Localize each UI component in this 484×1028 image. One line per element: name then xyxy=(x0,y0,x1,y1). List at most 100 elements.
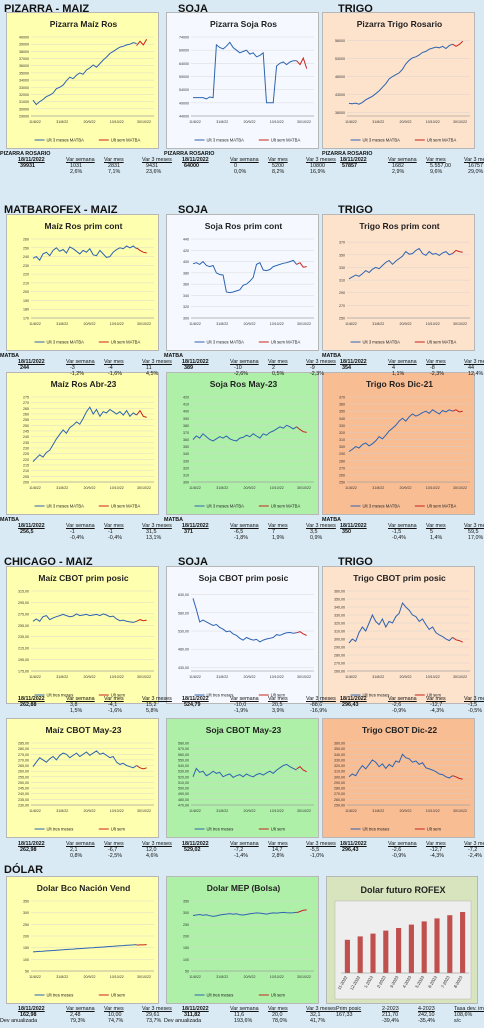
stats-header: Var mes xyxy=(426,359,446,365)
stats-header: Var semana xyxy=(388,523,417,529)
x-tick-label: 10/10/22 xyxy=(270,120,284,124)
y-tick-label: 265,00 xyxy=(18,764,29,768)
y-tick-label: 200 xyxy=(23,935,29,939)
legend-label-3m: Ult 3 meses MATBA xyxy=(363,138,401,143)
stats-value: -10 xyxy=(234,365,242,371)
legend-label-3m: Ult tres meses xyxy=(363,827,390,832)
stats-value: 1031 xyxy=(70,163,82,169)
x-tick-label: 11/8/22 xyxy=(345,486,357,490)
series-line-week xyxy=(296,631,307,636)
chart-svg-c4: Maíz Ros prim cont 170 180 190 200 210 220 230 2… xyxy=(23,221,154,345)
y-tick-label: 260,00 xyxy=(18,770,29,774)
x-tick-label: 30/10/22 xyxy=(137,975,151,979)
stats-pct: 7,1% xyxy=(108,169,121,175)
stats-value: 10800 xyxy=(310,163,325,169)
chart-title: Trigo Ros Dic-21 xyxy=(366,379,433,389)
y-tick-label: 255,00 xyxy=(18,624,29,628)
stats-pct: 16,9% xyxy=(310,169,326,175)
y-tick-label: 74000 xyxy=(179,36,189,40)
y-tick-label: 250,00 xyxy=(334,804,345,808)
series-line-week xyxy=(136,619,147,622)
stats-pct: -1,4% xyxy=(234,853,249,859)
series-line-week xyxy=(136,944,147,946)
chart-title: Soja Ros prim cont xyxy=(205,221,283,231)
stats-header: Var 3 meses xyxy=(306,157,336,163)
y-tick-label: 330 xyxy=(183,459,189,463)
stats-header: Var semana xyxy=(230,523,259,529)
stats-pct: -35,4% xyxy=(418,1018,436,1024)
stats-value: 108,6% xyxy=(454,1012,473,1018)
stats-pct: 78,0% xyxy=(272,1018,288,1024)
stats-value: 4 xyxy=(392,365,395,371)
stats-table-t11: 18/11/2022 Var semana Var mes Var 3 meses 52… xyxy=(164,696,336,718)
y-tick-label: 420 xyxy=(183,249,189,253)
legend-label-3m: Ult 3 meses MATBA xyxy=(47,504,85,509)
stats-header: Var semana xyxy=(230,696,259,702)
stats-value: 5200 xyxy=(272,163,284,169)
x-tick-label: 30/10/22 xyxy=(453,486,467,490)
y-tick-label: 570,00 xyxy=(178,747,189,751)
y-tick-label: 100 xyxy=(23,958,29,962)
stats-pct: -0,4% xyxy=(70,535,85,541)
stats-header: Var mes xyxy=(104,696,124,702)
y-tick-label: 340,00 xyxy=(334,606,345,610)
stats-header: 2-2023 xyxy=(382,1006,399,1012)
chart-svg-c15: Trigo CBOT Dic-22 250,00 260,00 270,00280,0… xyxy=(334,725,470,832)
y-tick-label: 58000 xyxy=(335,39,345,43)
legend-label-week: Ult sem xyxy=(111,993,126,998)
stats-value: 262,88 xyxy=(20,702,37,708)
stats-value: 16757 xyxy=(468,163,483,169)
legend-label-3m: Ult 3 meses MATBA xyxy=(363,340,401,345)
stats-value: 350 xyxy=(342,529,351,535)
legend-label-week: Ult sem MATBA xyxy=(427,138,457,143)
y-tick-label: 530,00 xyxy=(178,770,189,774)
stats-header: Var mes xyxy=(104,1006,124,1012)
x-tick-label: 20/9/22 xyxy=(244,120,256,124)
y-tick-label: 490,00 xyxy=(178,792,189,796)
bar xyxy=(447,915,453,973)
y-tick-label: 150 xyxy=(23,946,29,950)
y-tick-label: 350,00 xyxy=(334,598,345,602)
series-line-week xyxy=(136,38,148,46)
x-tick-label: 11/8/22 xyxy=(29,322,41,326)
stats-value: -10,0 xyxy=(234,702,247,708)
y-tick-label: 205 xyxy=(23,475,29,479)
stats-table-t3: PIZARRA ROSARIO 18/11/2022 Var semana Var m… xyxy=(322,151,484,175)
stats-pct-label: Dev anualizada xyxy=(164,1018,202,1024)
legend-label-week: Ult sem xyxy=(111,693,126,698)
chart-svg-c11: Soja CBOT prim posic 430,00 480,00 530,00 58… xyxy=(178,573,314,698)
bar xyxy=(396,928,402,973)
y-tick-label: 250 xyxy=(23,424,29,428)
chart-panel-c16: Dolar Bco Nación Vend 50 100 150 200 250 300 35… xyxy=(6,876,159,1004)
y-tick-label: 300 xyxy=(339,445,345,449)
stats-value: 2,48 xyxy=(70,1012,81,1018)
x-tick-label: 10/10/22 xyxy=(426,486,440,490)
stats-value: -12,7 xyxy=(430,847,443,853)
chart-panel-c4: Maíz Ros prim cont 170 180 190 200 210 220 230 2… xyxy=(6,214,159,351)
stats-pct: -1,9% xyxy=(234,708,249,714)
y-tick-label: 270,00 xyxy=(334,792,345,796)
y-tick-label: 300,00 xyxy=(334,775,345,779)
chart-panel-c6: Trigo Ros prim cont 250 270 290 310 330 350 370… xyxy=(322,214,475,351)
legend-label-week: Ult sem MATBA xyxy=(271,340,301,345)
stats-value: 5.557,00 xyxy=(430,163,451,169)
stats-table-t10: 18/11/2022 Var semana Var mes Var 3 meses 26… xyxy=(0,696,172,718)
y-tick-label: 540,00 xyxy=(178,764,189,768)
stats-pct: -4,3% xyxy=(430,853,445,859)
y-tick-label: 240 xyxy=(23,255,29,259)
stats-header: Var semana xyxy=(230,841,259,847)
x-tick-label: 31/8/22 xyxy=(56,486,68,490)
legend-label-week: Ult sem MATBA xyxy=(271,504,301,509)
legend-label-3m: Ult tres meses xyxy=(207,993,234,998)
legend-label-week: Ult sem MATBA xyxy=(111,504,141,509)
y-tick-label: 320 xyxy=(183,466,189,470)
stats-table-t14: 18/11/2022 Var semana Var mes Var 3 meses 52… xyxy=(164,841,336,863)
y-tick-label: 580,00 xyxy=(178,611,189,615)
y-tick-label: 260 xyxy=(339,473,345,477)
stats-source-label: PIZARRA ROSARIO xyxy=(164,151,215,157)
stats-value: 12,0 xyxy=(146,847,157,853)
stats-table-t7: MATBA 18/11/2022 Var semana Var mes Var 3 me… xyxy=(0,517,172,541)
stats-pct: 12,4% xyxy=(468,371,484,377)
stats-value: -7,2 xyxy=(234,847,244,853)
stats-value: -2,6 xyxy=(392,702,402,708)
